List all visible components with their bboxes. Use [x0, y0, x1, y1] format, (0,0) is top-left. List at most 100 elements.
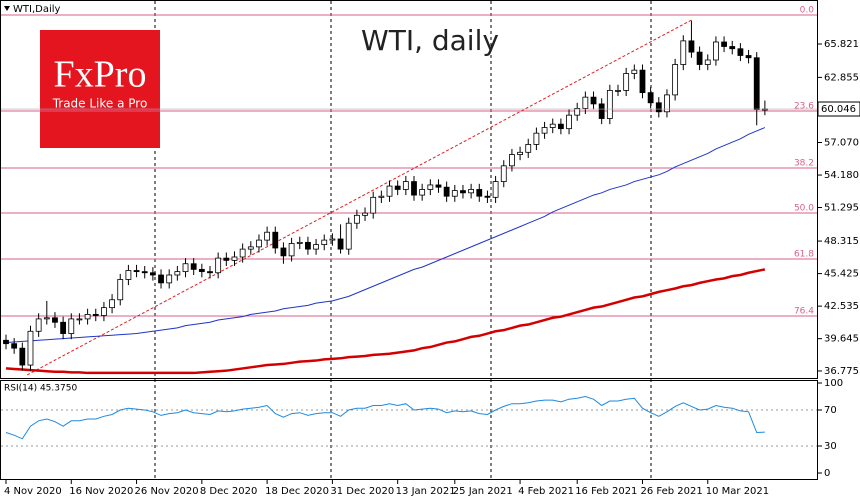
candle-body [402, 181, 409, 190]
rsi-tick-label: 100 [824, 378, 843, 389]
candle-body [680, 40, 687, 65]
candle-body [623, 73, 630, 91]
moving-average [5, 268, 766, 375]
candle-body [606, 89, 613, 119]
candle-body [215, 257, 222, 274]
y-tick-label: 42.535 [824, 301, 859, 312]
candle-body [313, 244, 319, 250]
fib-label: 50.0 [794, 203, 814, 213]
candle-body [247, 246, 254, 250]
last-price-label: 60.046 [821, 104, 856, 115]
logo-box [40, 30, 160, 148]
candle-body [500, 165, 507, 182]
x-tick-label: 13 Jan 2021 [396, 486, 456, 497]
logo-brand: FxPro [54, 54, 147, 96]
x-tick-label: 31 Dec 2020 [330, 486, 394, 497]
candle-body [598, 103, 605, 119]
rsi-tick-label: 30 [824, 441, 837, 452]
candle-body [394, 185, 401, 190]
candle-body [101, 307, 107, 316]
symbol-icon [4, 6, 10, 11]
candle-body [223, 257, 230, 261]
y-tick-label: 45.425 [824, 269, 859, 280]
candle-body [590, 96, 597, 105]
candle-body [672, 64, 679, 96]
candle-body [27, 330, 34, 366]
candle-body [729, 46, 736, 50]
candle-body [117, 279, 124, 301]
candle-body [92, 314, 99, 316]
candle-body [149, 272, 156, 276]
symbol: WTI,Daily [13, 4, 61, 15]
candle-body [353, 214, 360, 224]
candle-body [386, 185, 393, 197]
y-tick-label: 39.645 [824, 334, 859, 345]
x-tick-label: 8 Dec 2020 [200, 486, 258, 497]
price-panel [0, 0, 818, 379]
rsi-tick-label: 70 [824, 405, 837, 416]
candle-body [239, 248, 246, 258]
candle-body [411, 181, 417, 196]
y-tick-label: 62.855 [824, 72, 859, 83]
y-tick-label: 36.775 [824, 366, 859, 377]
candle-body [582, 96, 589, 109]
x-tick-label: 4 Feb 2021 [518, 486, 574, 497]
x-tick-label: 26 Nov 2020 [135, 486, 199, 497]
candle-body [133, 270, 140, 273]
fib-label: 61.8 [794, 250, 814, 260]
x-tick-label: 10 Mar 2021 [706, 486, 769, 497]
candle-body [492, 181, 499, 198]
candle-body [753, 57, 760, 110]
candle-body [321, 239, 328, 246]
x-tick-label: 18 Dec 2020 [265, 486, 329, 497]
candle-body [198, 268, 205, 273]
fib-label: 76.4 [794, 306, 814, 316]
candle-body [190, 263, 197, 270]
rsi-panel [0, 380, 818, 480]
x-tick-label: 16 Feb 2021 [575, 486, 637, 497]
y-tick-label: 65.821 [824, 39, 859, 50]
candle-body [52, 317, 58, 323]
moving-average [5, 127, 766, 344]
candle-body [631, 69, 638, 74]
candle-body [288, 243, 295, 257]
candle-body [11, 343, 18, 349]
candle-body [231, 256, 238, 261]
candle-body [509, 154, 515, 167]
candle-body [370, 196, 377, 214]
last-price-box [817, 101, 860, 117]
x-tick-label: 4 Nov 2020 [4, 486, 62, 497]
candle-body [174, 271, 181, 276]
candle-body [745, 55, 752, 59]
rsi-tick-label: 0 [824, 468, 830, 479]
candle-body [19, 347, 26, 366]
candle-body [207, 271, 213, 274]
logo-tagline: Trade Like a Pro [52, 97, 148, 111]
fib-label: 38.2 [794, 158, 814, 168]
candle-body [362, 212, 368, 216]
candle-body [43, 317, 50, 320]
x-tick-label: 25 Jan 2021 [453, 486, 513, 497]
candle-body [476, 189, 483, 197]
candle-body [296, 241, 303, 244]
candle-body [35, 318, 42, 332]
candle-body [696, 51, 703, 65]
candle-body [280, 247, 287, 257]
fib-label: 0.0 [800, 5, 815, 15]
y-tick-label: 57.070 [824, 138, 859, 149]
candle-body [541, 127, 548, 134]
candle-body [721, 41, 727, 47]
candle-body [84, 314, 91, 320]
candle-body [60, 321, 67, 334]
candle-body [3, 339, 9, 345]
candle-body [158, 274, 164, 284]
candle-body [533, 132, 540, 145]
candle-body [468, 189, 475, 194]
candle-body [525, 144, 532, 153]
chart-title: WTI, daily [361, 24, 499, 57]
candle-body [517, 151, 523, 155]
candle-body [419, 189, 426, 196]
candle-body [427, 184, 434, 190]
candle-body [443, 186, 450, 197]
x-tick-label: 16 Nov 2020 [69, 486, 133, 497]
